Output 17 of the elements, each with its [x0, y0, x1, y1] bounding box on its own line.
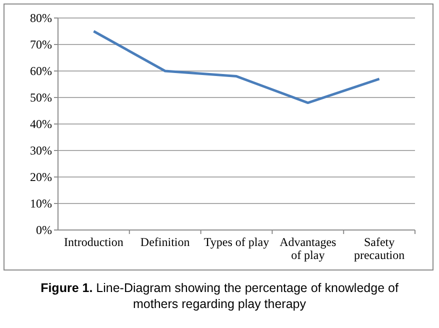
y-tick-label: 20%: [30, 170, 52, 184]
y-tick-label: 80%: [30, 11, 52, 26]
caption: Figure 1.: [40, 281, 93, 295]
text: Line-Diagram showing the percentage of knowledge of mothers regarding play therapy: [96, 281, 398, 311]
y-tick-label: 40%: [30, 117, 52, 132]
x-tick-label: Advantages of play: [280, 235, 337, 262]
y-tick-label: 0%: [36, 223, 52, 238]
y-tick-label: 70%: [30, 38, 52, 52]
y-tick-label: 10%: [30, 196, 52, 211]
x-tick-label: Types of play: [204, 235, 270, 249]
x-tick-label: Introduction: [64, 235, 124, 249]
y-tick-label: 50%: [30, 90, 52, 105]
x-tick-label: Definition: [140, 235, 190, 249]
x-tick-label: Safety precaution: [354, 235, 405, 262]
y-tick-label: 60%: [30, 64, 52, 78]
y-tick-label: 30%: [30, 144, 52, 158]
line-series: [92, 30, 381, 104]
